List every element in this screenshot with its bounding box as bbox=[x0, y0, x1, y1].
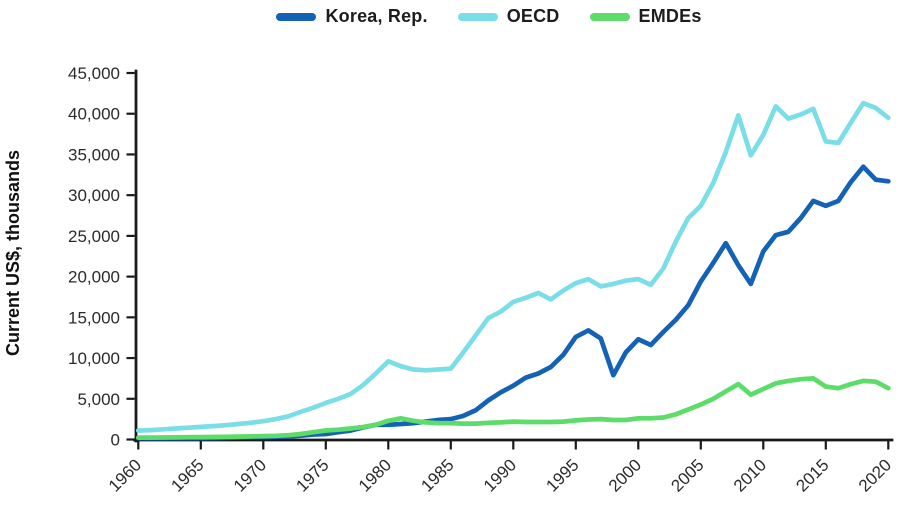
x-tick-label: 2005 bbox=[667, 455, 707, 495]
y-axis-title: Current US$, thousands bbox=[3, 150, 23, 356]
x-tick-label: 1970 bbox=[230, 455, 270, 495]
legend-item-oecd: OECD bbox=[457, 6, 560, 27]
legend-label-oecd: OECD bbox=[506, 6, 560, 26]
axes-and-series: 0 5,000 10,000 15,000 20,000 25,000 30,000 35,0… bbox=[68, 64, 895, 496]
x-tick-label: 1985 bbox=[417, 455, 457, 495]
x-tick-label: 2015 bbox=[792, 455, 832, 495]
legend-label-korea: Korea, Rep. bbox=[325, 6, 428, 26]
x-tick-label: 1975 bbox=[292, 455, 332, 495]
y-tick-label: 35,000 bbox=[68, 145, 120, 164]
legend-label-emdes: EMDEs bbox=[638, 6, 702, 26]
x-tick-label: 1980 bbox=[355, 455, 395, 495]
x-tick-label: 1990 bbox=[480, 455, 520, 495]
legend-item-korea: Korea, Rep. bbox=[276, 6, 428, 27]
x-tick-label: 1995 bbox=[542, 455, 582, 495]
y-tick-label: 40,000 bbox=[68, 105, 120, 124]
x-tick-label: 2020 bbox=[855, 455, 895, 495]
legend: Korea, Rep. OECD EMDEs bbox=[0, 6, 900, 27]
x-tick-label: 1965 bbox=[167, 455, 207, 495]
y-tick-label: 15,000 bbox=[68, 308, 120, 327]
x-tick-label: 2010 bbox=[730, 455, 770, 495]
y-tick-label: 0 bbox=[111, 431, 120, 450]
y-tick-label: 10,000 bbox=[68, 349, 120, 368]
y-tick-label: 45,000 bbox=[68, 64, 120, 83]
y-tick-label: 25,000 bbox=[68, 227, 120, 246]
emdes-line-swatch-icon bbox=[589, 12, 630, 21]
x-tick-label: 1960 bbox=[105, 455, 145, 495]
korea-line-swatch-icon bbox=[276, 12, 317, 21]
y-tick-label: 5,000 bbox=[77, 390, 120, 409]
oecd-line bbox=[135, 100, 891, 433]
y-tick-label: 20,000 bbox=[68, 268, 120, 287]
x-tick-label: 2000 bbox=[605, 455, 645, 495]
legend-item-emdes: EMDEs bbox=[589, 6, 702, 27]
y-tick-label: 30,000 bbox=[68, 186, 120, 205]
emdes-line bbox=[135, 376, 891, 440]
oecd-line-swatch-icon bbox=[457, 12, 498, 21]
